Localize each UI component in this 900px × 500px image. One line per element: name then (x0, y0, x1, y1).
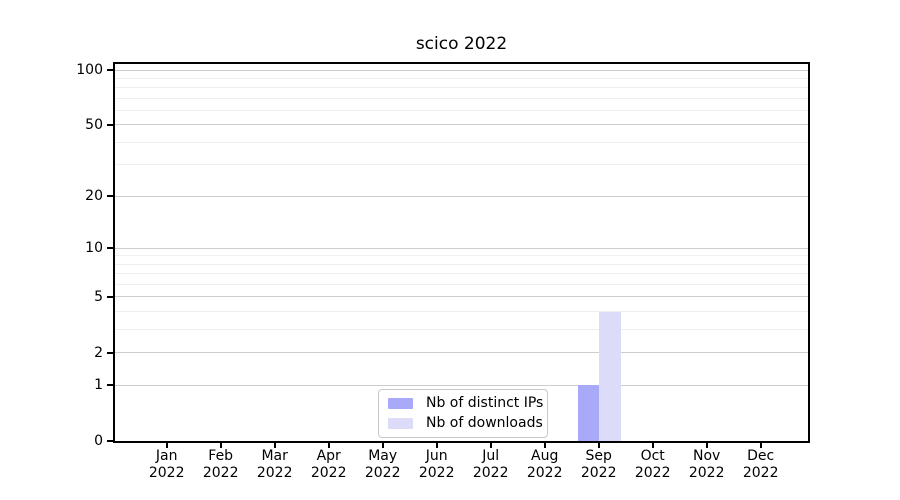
y-tick-label: 5 (94, 288, 103, 305)
x-tick-label: Oct 2022 (621, 448, 685, 482)
x-tick (219, 443, 222, 448)
y-tick (107, 351, 113, 354)
x-tick (759, 443, 762, 448)
x-tick-month: Jul (482, 448, 500, 464)
minor-gridline (115, 284, 808, 286)
x-tick-year: 2022 (256, 465, 293, 481)
minor-gridline (115, 77, 808, 79)
minor-gridline (115, 311, 808, 313)
major-gridline (115, 124, 808, 126)
y-tick-label: 10 (85, 240, 103, 257)
legend-swatch (388, 418, 413, 429)
x-tick (273, 443, 276, 448)
x-tick-year: 2022 (742, 465, 779, 481)
x-tick-year: 2022 (526, 465, 563, 481)
x-tick (597, 443, 600, 448)
x-tick (651, 443, 654, 448)
major-gridline (115, 195, 808, 197)
x-tick-label: Sep 2022 (567, 448, 631, 482)
minor-gridline (115, 97, 808, 99)
legend-label: Nb of downloads (426, 415, 543, 431)
minor-gridline (115, 164, 808, 166)
y-tick-label: 1 (94, 377, 103, 394)
x-tick (705, 443, 708, 448)
minor-gridline (115, 87, 808, 89)
major-gridline (115, 69, 808, 71)
x-tick-year: 2022 (634, 465, 671, 481)
x-tick-month: Nov (693, 448, 721, 464)
minor-gridline (115, 255, 808, 257)
x-tick-year: 2022 (418, 465, 455, 481)
x-tick-month: Aug (531, 448, 559, 464)
x-tick-label: Jun 2022 (405, 448, 469, 482)
x-tick-year: 2022 (580, 465, 617, 481)
x-tick-label: Aug 2022 (513, 448, 577, 482)
x-tick-year: 2022 (364, 465, 401, 481)
y-tick (107, 247, 113, 250)
x-tick (165, 443, 168, 448)
major-gridline (115, 352, 808, 354)
minor-gridline (115, 110, 808, 112)
minor-gridline (115, 329, 808, 331)
plot-area (113, 62, 810, 443)
chart-title: scico 2022 (415, 34, 508, 54)
x-tick-month: Sep (585, 448, 612, 464)
x-tick (489, 443, 492, 448)
x-tick-month: Jun (425, 448, 448, 464)
x-tick-year: 2022 (202, 465, 239, 481)
y-tick (107, 295, 113, 298)
y-tick-label: 100 (76, 62, 103, 78)
y-tick (107, 384, 113, 387)
legend-swatch (388, 398, 413, 409)
y-tick (107, 440, 113, 442)
y-tick-label: 0 (94, 433, 103, 449)
legend: Nb of distinct IPs Nb of downloads (378, 389, 548, 438)
major-gridline (115, 247, 808, 249)
minor-gridline (115, 273, 808, 275)
x-tick-month: Jan (155, 448, 178, 464)
x-tick-month: Dec (747, 448, 775, 464)
bar-downloads (598, 311, 621, 441)
major-gridline (115, 296, 808, 298)
x-tick (543, 443, 546, 448)
y-tick-label: 2 (94, 344, 103, 361)
y-tick (107, 123, 113, 126)
x-tick-label: Mar 2022 (243, 448, 307, 482)
x-tick-label: Nov 2022 (675, 448, 739, 482)
x-tick-month: Mar (261, 448, 288, 464)
major-gridline (115, 384, 808, 386)
x-tick-label: May 2022 (351, 448, 415, 482)
x-tick-year: 2022 (472, 465, 509, 481)
minor-gridline (115, 141, 808, 143)
x-tick (435, 443, 438, 448)
x-tick-label: Apr 2022 (297, 448, 361, 482)
y-tick (107, 69, 113, 71)
legend-item: Nb of downloads (387, 415, 543, 432)
y-tick-label: 20 (85, 188, 103, 205)
legend-label: Nb of distinct IPs (426, 395, 544, 411)
x-tick-year: 2022 (688, 465, 725, 481)
bar-distinct-ips (577, 385, 599, 441)
minor-gridline (115, 263, 808, 265)
x-tick-month: May (368, 448, 398, 464)
x-tick-label: Jan 2022 (135, 448, 199, 482)
y-tick-label: 50 (85, 116, 103, 133)
x-tick-month: Oct (640, 448, 665, 464)
x-tick-year: 2022 (148, 465, 185, 481)
x-tick-month: Feb (208, 448, 234, 464)
x-tick (381, 443, 384, 448)
x-tick-label: Feb 2022 (189, 448, 253, 482)
x-tick-label: Dec 2022 (729, 448, 793, 482)
legend-item: Nb of distinct IPs (387, 395, 543, 412)
x-tick-year: 2022 (310, 465, 347, 481)
x-tick-label: Jul 2022 (459, 448, 523, 482)
x-tick-month: Apr (316, 448, 341, 464)
x-tick (327, 443, 330, 448)
y-tick (107, 195, 113, 198)
